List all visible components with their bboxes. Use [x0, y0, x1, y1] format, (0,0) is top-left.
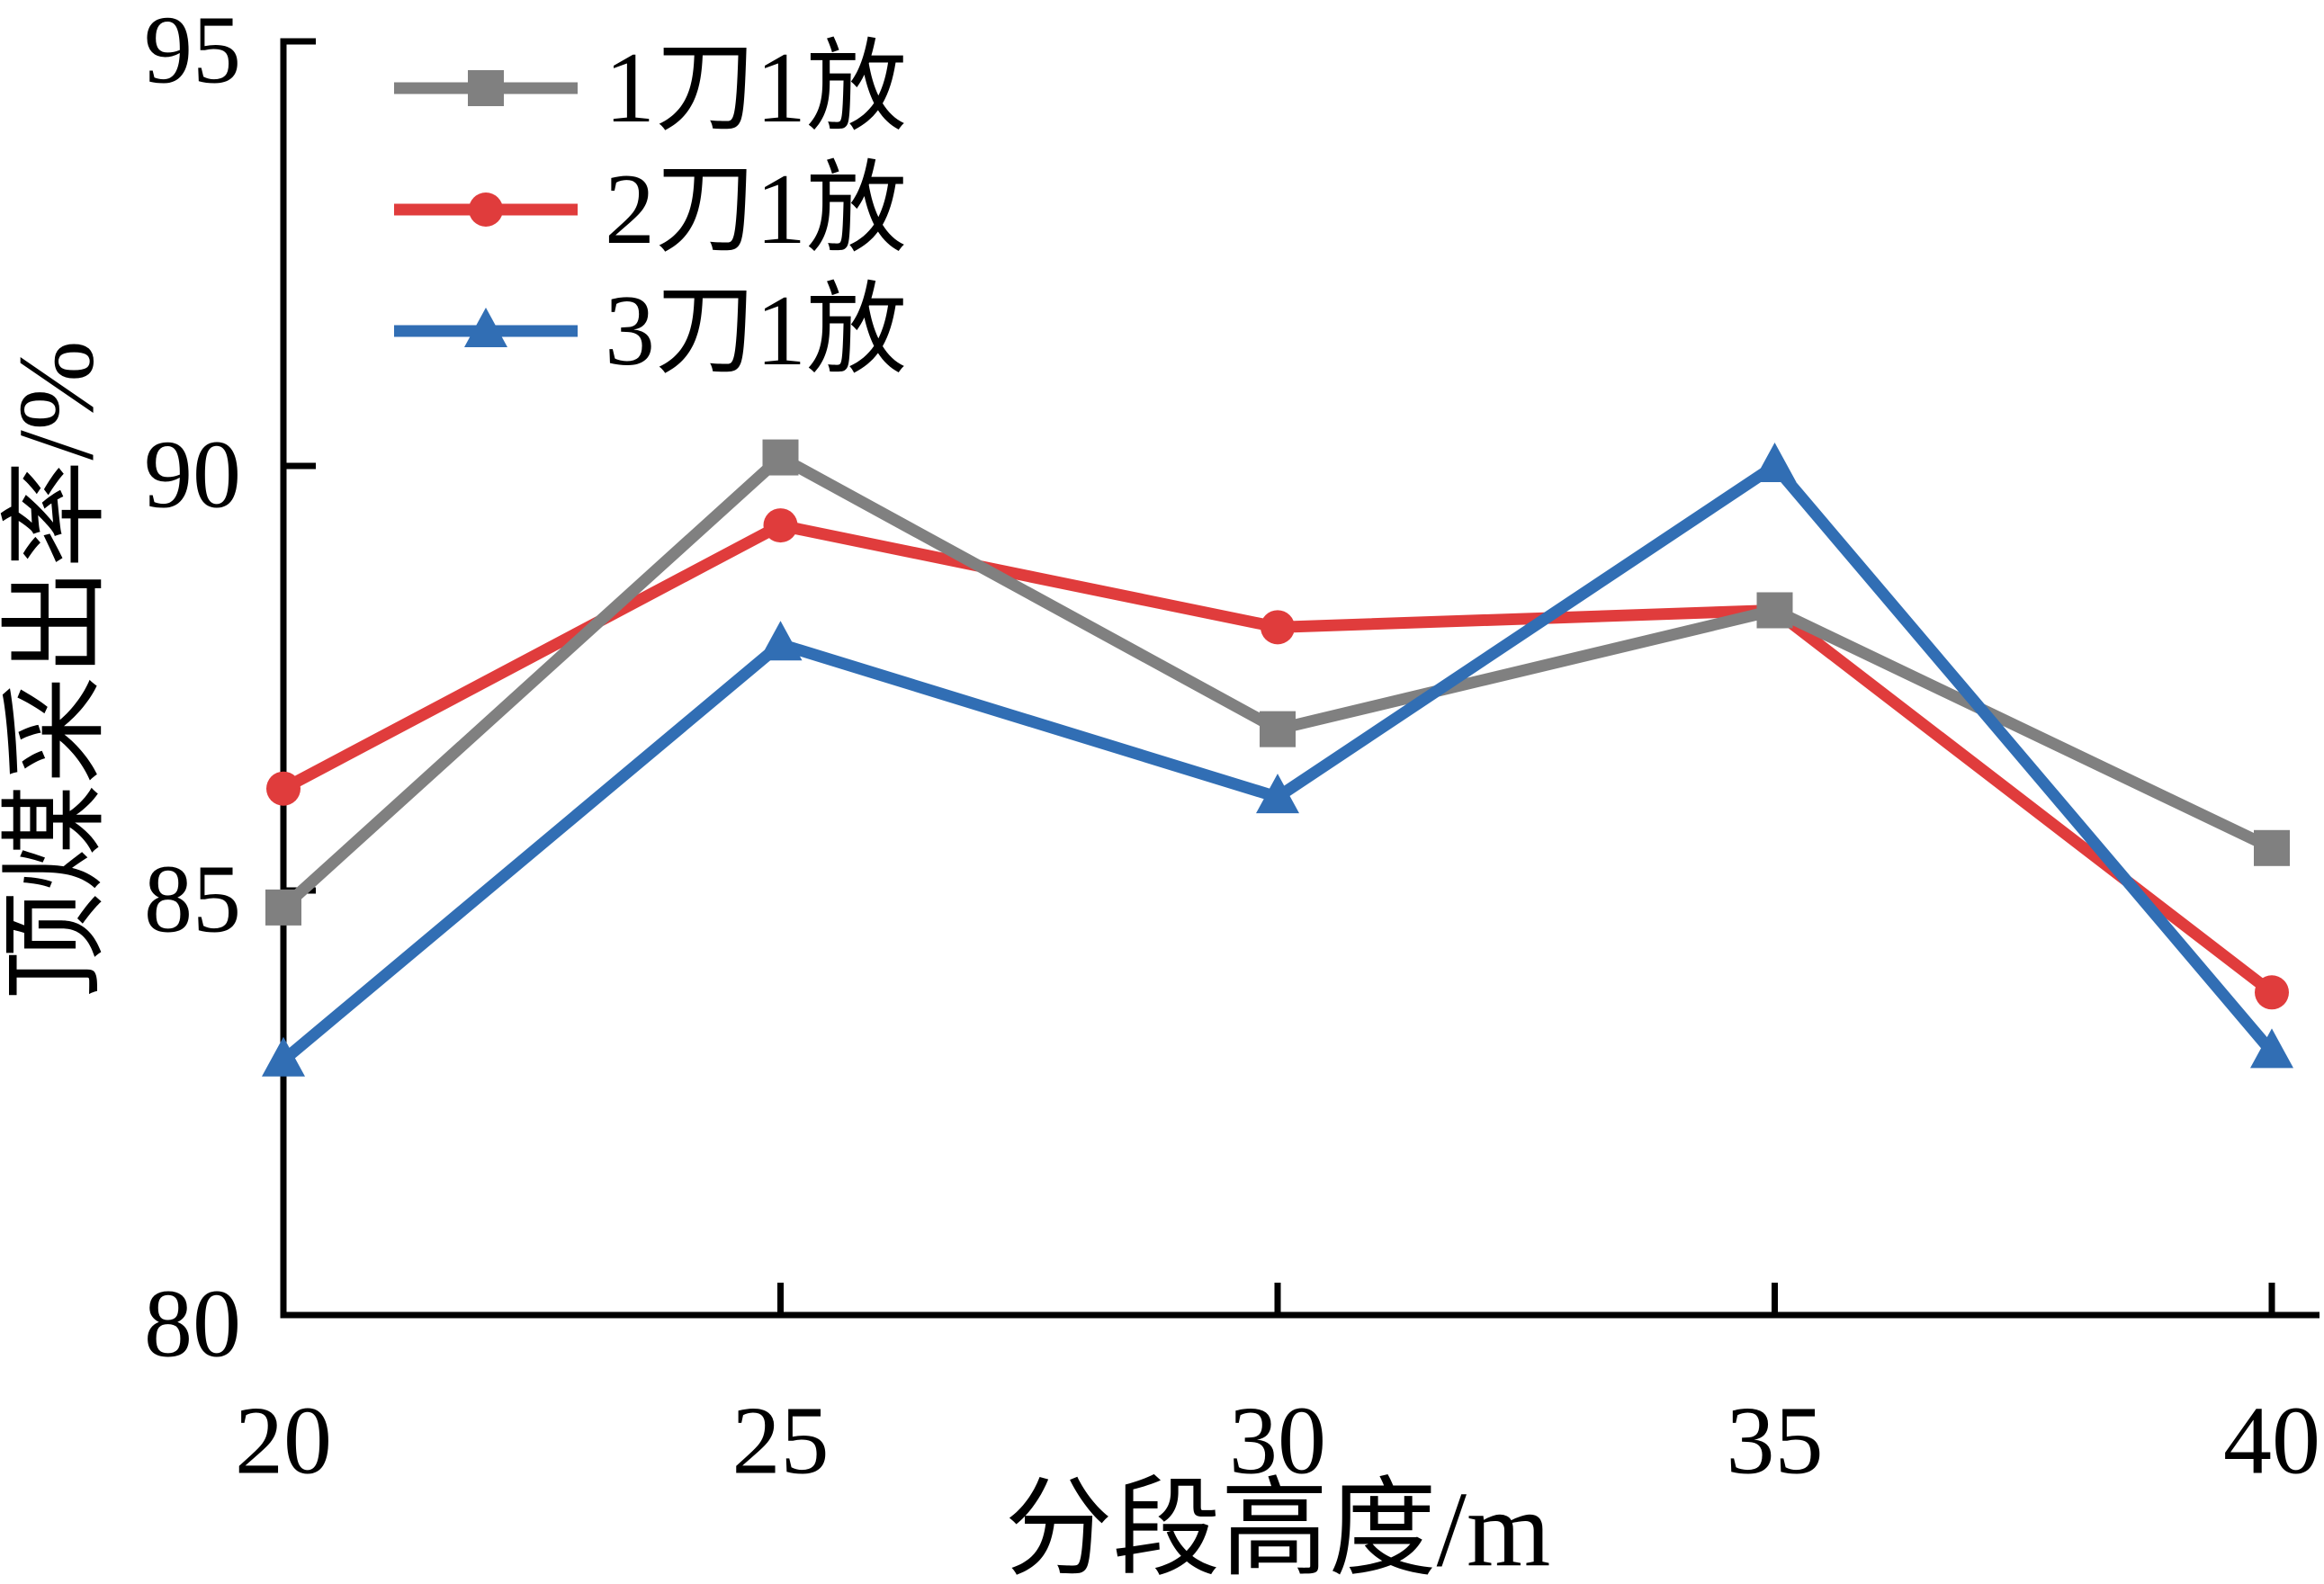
- data-point: [1261, 610, 1295, 645]
- x-tick-label: 30: [1229, 1388, 1326, 1495]
- data-point: [2250, 1028, 2293, 1069]
- data-point: [266, 771, 301, 806]
- y-tick-label: 95: [144, 0, 241, 104]
- series-line: [280, 519, 2275, 998]
- data-point: [2254, 829, 2290, 866]
- x-axis-title: 分段高度/m: [1005, 1470, 1551, 1584]
- data-point: [758, 621, 803, 661]
- data-point: [262, 1036, 305, 1077]
- legend-label: 1刀1放: [605, 32, 907, 144]
- data-point: [1753, 443, 1797, 482]
- series-line: [279, 450, 2275, 912]
- data-point: [1756, 592, 1793, 629]
- data-point: [1256, 774, 1299, 814]
- y-tick-label: 80: [144, 1271, 241, 1378]
- data-point: [265, 889, 301, 926]
- legend-swatch-marker: [464, 308, 507, 347]
- y-tick-label: 90: [144, 422, 241, 529]
- x-tick-label: 40: [2223, 1388, 2320, 1495]
- legend-label: 3刀1放: [605, 275, 907, 387]
- x-tick-label: 35: [1727, 1388, 1824, 1495]
- y-axis-title: 顶煤采出率/%: [0, 340, 116, 999]
- legend-label: 2刀1放: [605, 154, 907, 265]
- data-point: [762, 439, 799, 476]
- legend-swatch-marker: [469, 192, 503, 227]
- y-tick-label: 85: [144, 846, 241, 953]
- data-point: [1260, 711, 1296, 747]
- data-point: [763, 508, 798, 543]
- x-tick-label: 20: [235, 1388, 332, 1495]
- x-tick-label: 25: [732, 1388, 830, 1495]
- legend-swatch-marker: [468, 70, 504, 106]
- data-point: [2255, 975, 2289, 1010]
